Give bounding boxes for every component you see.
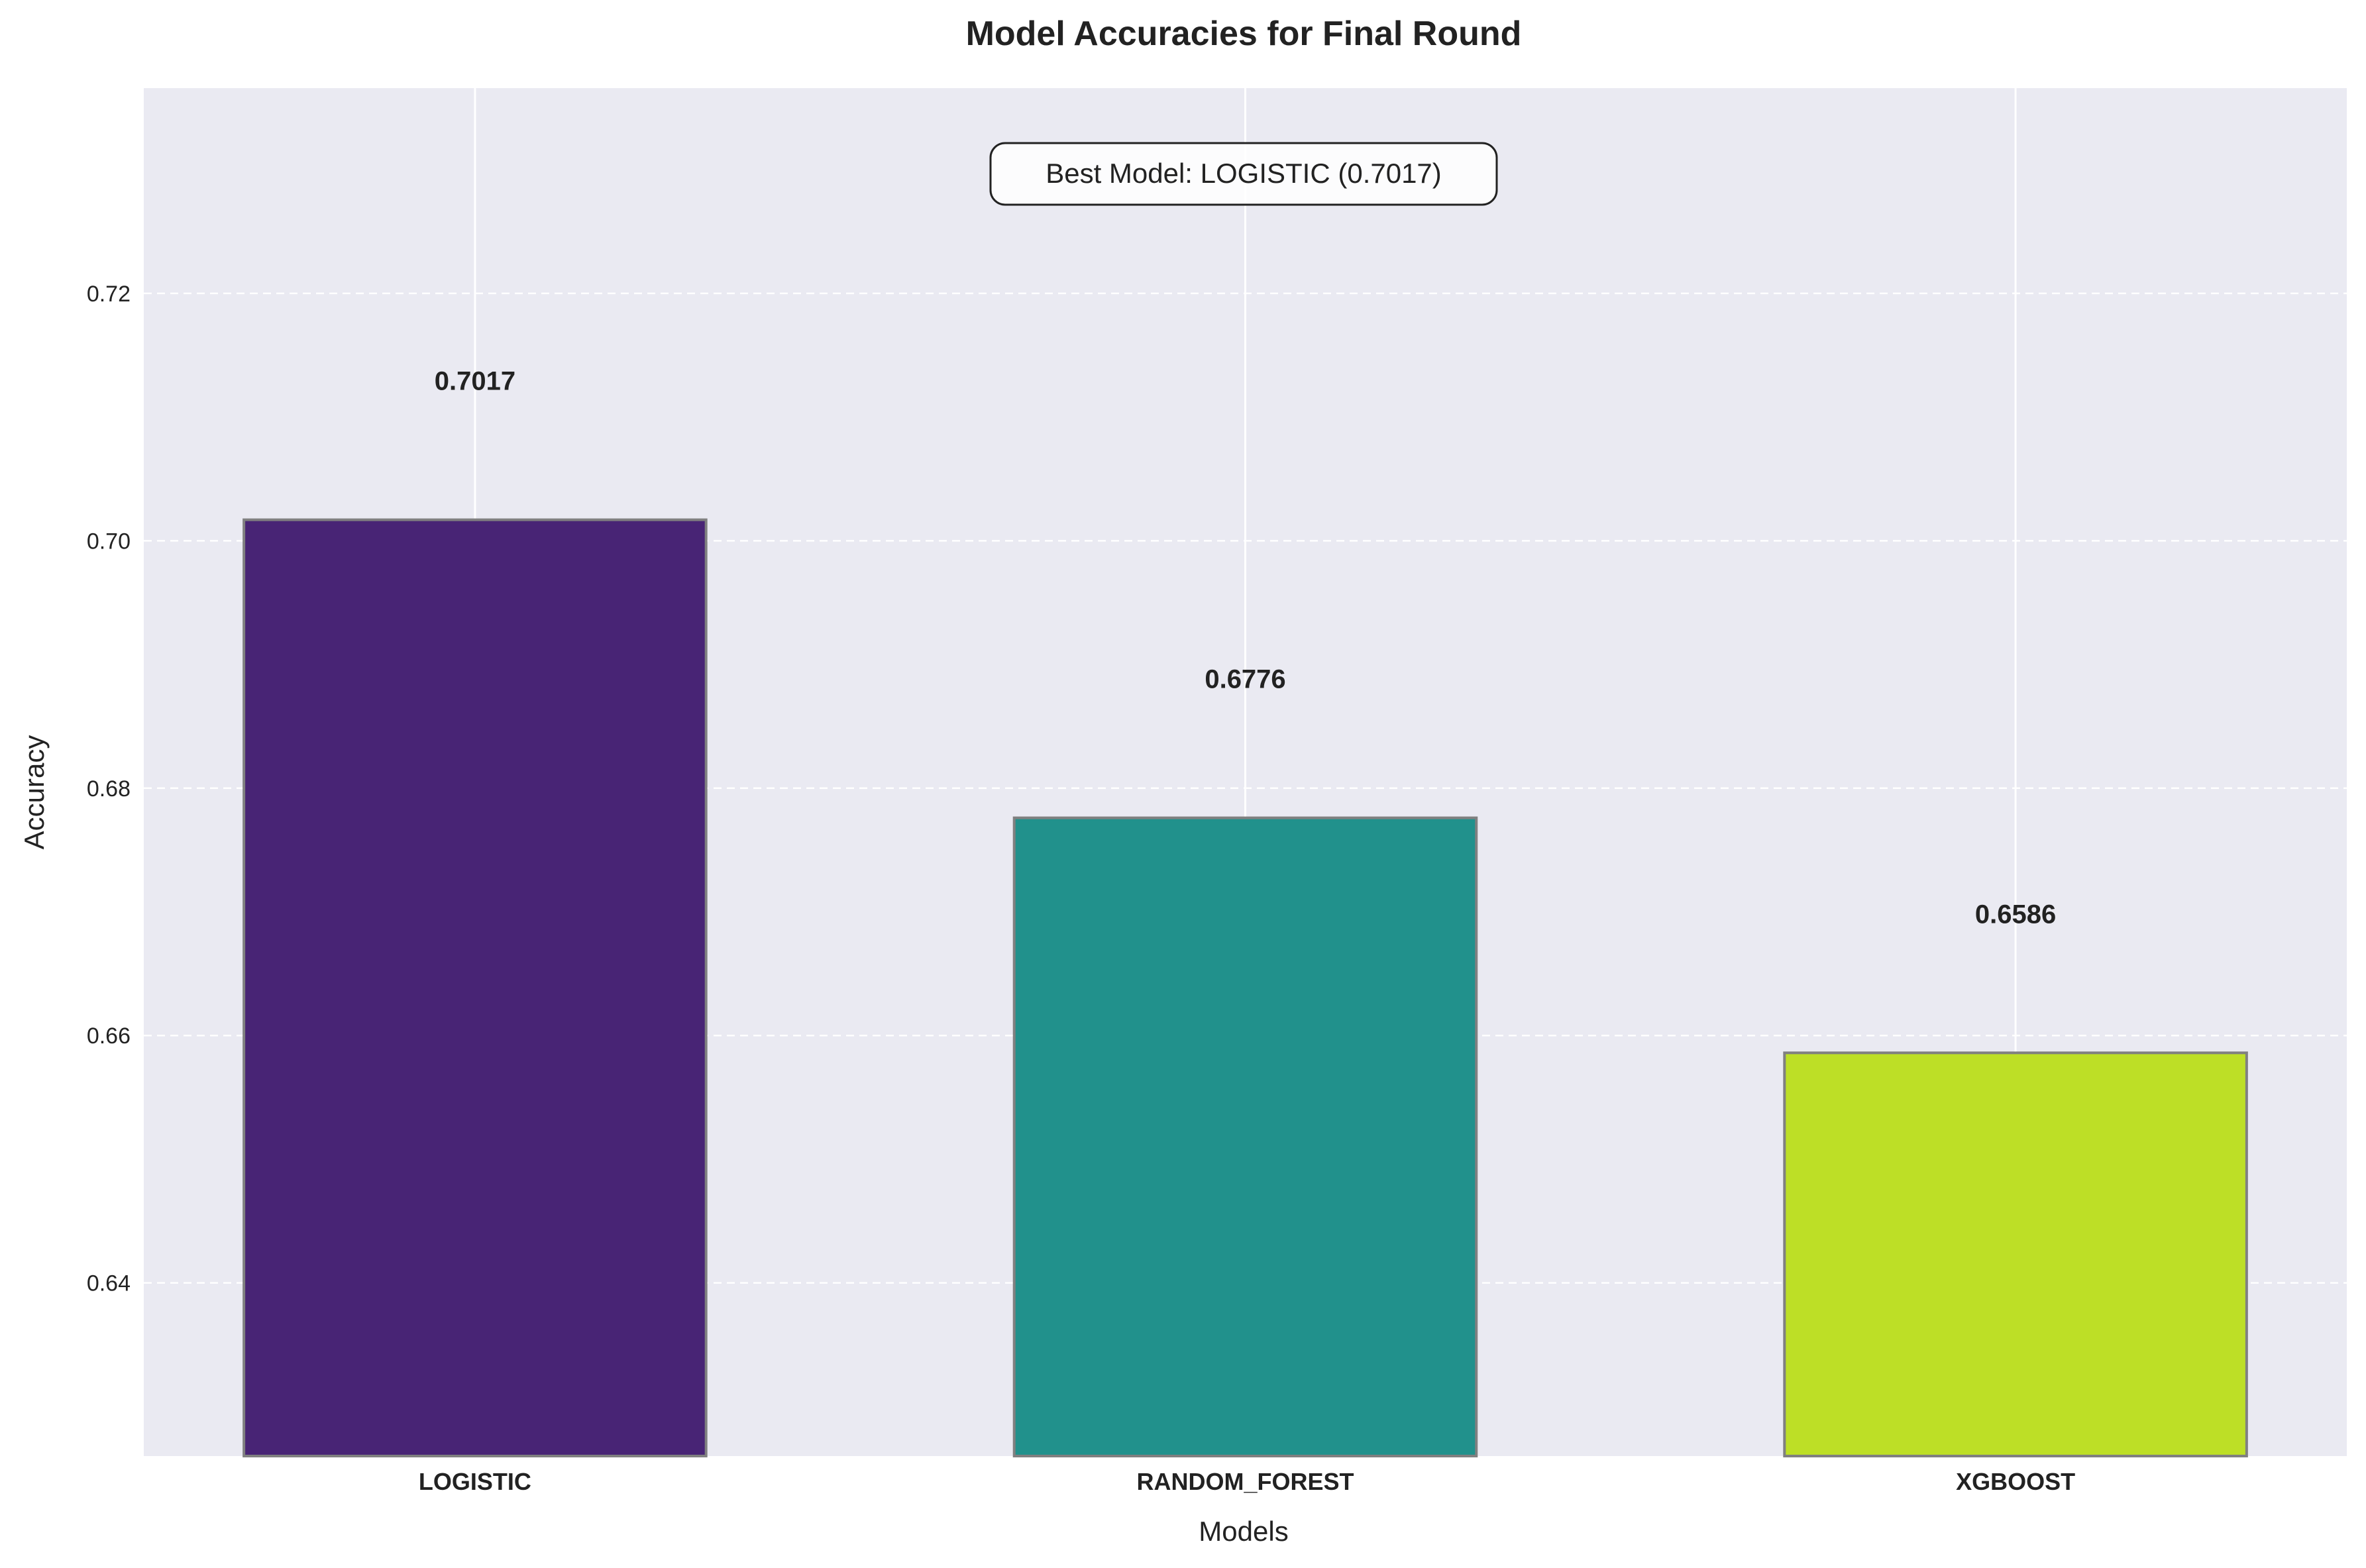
best-model-annotation: Best Model: LOGISTIC (0.7017) (989, 142, 1498, 206)
bar-value-label: 0.6586 (1975, 900, 2056, 929)
bars (242, 518, 2248, 1458)
tick-labels: 0.64 0.66 0.68 0.70 0.72 LOGISTIC RANDOM_FORES… (87, 282, 2075, 1495)
annotation-text: Best Model: LOGISTIC (0.7017) (1046, 158, 1442, 189)
x-tick-label: LOGISTIC (419, 1468, 531, 1495)
value-labels: 0.7017 0.6776 0.6586 (435, 367, 2057, 929)
bar-xgboost (1783, 1051, 2248, 1457)
chart-title: Model Accuracies for Final Round (966, 15, 1522, 53)
bar-value-label: 0.7017 (435, 367, 515, 396)
y-tick-label: 0.68 (87, 776, 131, 802)
annotation-box (989, 142, 1498, 206)
y-tick-label: 0.72 (87, 282, 131, 307)
x-tick-label: XGBOOST (1956, 1468, 2075, 1495)
bar-logistic (242, 518, 708, 1458)
y-tick-label: 0.70 (87, 529, 131, 554)
x-axis-label: Models (1199, 1516, 1288, 1547)
y-axis-label: Accuracy (19, 735, 50, 850)
x-tick-label: RANDOM_FOREST (1136, 1468, 1354, 1495)
bar-value-label: 0.6776 (1205, 665, 1285, 694)
y-tick-label: 0.66 (87, 1023, 131, 1049)
bar-random-forest (1012, 816, 1478, 1457)
y-tick-label: 0.64 (87, 1271, 131, 1296)
